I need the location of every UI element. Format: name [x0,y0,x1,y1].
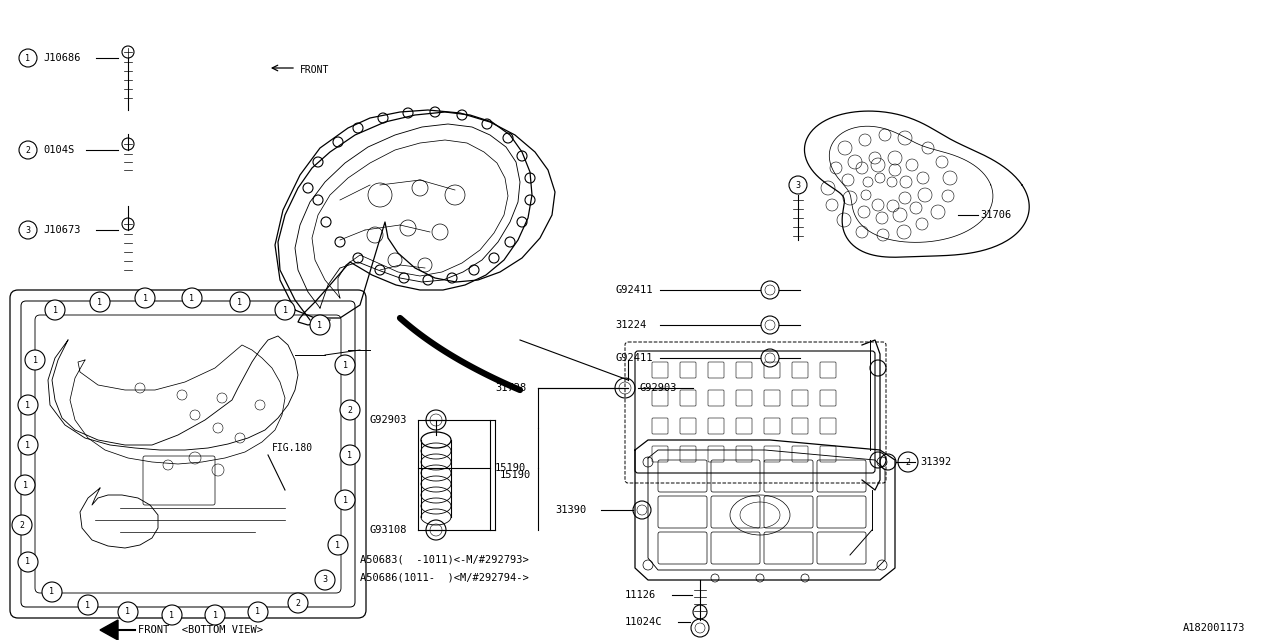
Text: 1: 1 [238,298,242,307]
Circle shape [26,350,45,370]
Text: 11024C: 11024C [625,617,663,627]
Text: G93108: G93108 [370,525,407,535]
Circle shape [205,605,225,625]
Circle shape [163,605,182,625]
Text: 1: 1 [317,321,323,330]
Circle shape [42,582,61,602]
Circle shape [230,292,250,312]
Text: A182001173: A182001173 [1183,623,1245,633]
Text: 1: 1 [125,607,131,616]
Text: FRONT: FRONT [300,65,329,75]
Text: 3: 3 [323,575,328,584]
Circle shape [118,602,138,622]
Text: 3: 3 [26,225,31,234]
Circle shape [288,593,308,613]
Circle shape [90,292,110,312]
Circle shape [122,218,134,230]
Text: FIG.180: FIG.180 [273,443,314,453]
Circle shape [19,49,37,67]
Circle shape [18,395,38,415]
Text: 0104S: 0104S [44,145,74,155]
Text: A50686(1011-  )<M/#292794->: A50686(1011- )<M/#292794-> [360,573,529,583]
Text: 15190: 15190 [500,470,531,480]
Text: 31728: 31728 [495,383,526,393]
Circle shape [12,515,32,535]
Text: 2: 2 [905,458,910,467]
Text: 1: 1 [283,305,288,314]
Text: 1: 1 [50,588,55,596]
Circle shape [78,595,99,615]
Text: 31390: 31390 [556,505,586,515]
Text: A50683(  -1011)<-M/#292793>: A50683( -1011)<-M/#292793> [360,555,529,565]
Text: 2: 2 [19,520,24,529]
Circle shape [19,221,37,239]
Text: J10686: J10686 [44,53,81,63]
Polygon shape [100,620,118,640]
Text: 1: 1 [169,611,174,620]
Text: 31224: 31224 [614,320,646,330]
Text: G92411: G92411 [614,353,653,363]
Text: G92903: G92903 [640,383,677,393]
Text: 1: 1 [23,481,27,490]
Text: 1: 1 [343,360,347,369]
Text: 1: 1 [343,495,347,504]
Text: 1: 1 [335,541,340,550]
Text: 2: 2 [347,406,352,415]
Text: G92903: G92903 [370,415,407,425]
Text: FRONT  <BOTTOM VIEW>: FRONT <BOTTOM VIEW> [138,625,262,635]
Text: 2: 2 [26,145,31,154]
Text: 1: 1 [86,600,91,609]
Text: 1: 1 [347,451,352,460]
Text: 31392: 31392 [920,457,951,467]
Circle shape [275,300,294,320]
Text: 1: 1 [97,298,102,307]
Circle shape [45,300,65,320]
Circle shape [122,138,134,150]
Circle shape [134,288,155,308]
Circle shape [15,475,35,495]
Text: 31706: 31706 [980,210,1011,220]
Text: 1: 1 [52,305,58,314]
Circle shape [340,400,360,420]
Text: 1: 1 [32,355,37,365]
Circle shape [335,355,355,375]
Text: 1: 1 [142,294,147,303]
Text: 1: 1 [189,294,195,303]
Text: G92411: G92411 [614,285,653,295]
Text: 1: 1 [26,54,31,63]
Circle shape [310,315,330,335]
Text: 1: 1 [26,440,31,449]
Text: 1: 1 [212,611,218,620]
Text: 3: 3 [795,180,800,189]
Circle shape [18,435,38,455]
Circle shape [18,552,38,572]
Text: 11126: 11126 [625,590,657,600]
Circle shape [328,535,348,555]
Text: 1: 1 [26,401,31,410]
Circle shape [122,46,134,58]
Circle shape [315,570,335,590]
Circle shape [340,445,360,465]
Text: 2: 2 [296,598,301,607]
Circle shape [335,490,355,510]
Circle shape [899,452,918,472]
Text: 1: 1 [26,557,31,566]
Text: 15190: 15190 [495,463,526,473]
Text: 1: 1 [256,607,261,616]
Text: J10673: J10673 [44,225,81,235]
Circle shape [788,176,806,194]
Circle shape [19,141,37,159]
Circle shape [248,602,268,622]
Circle shape [182,288,202,308]
